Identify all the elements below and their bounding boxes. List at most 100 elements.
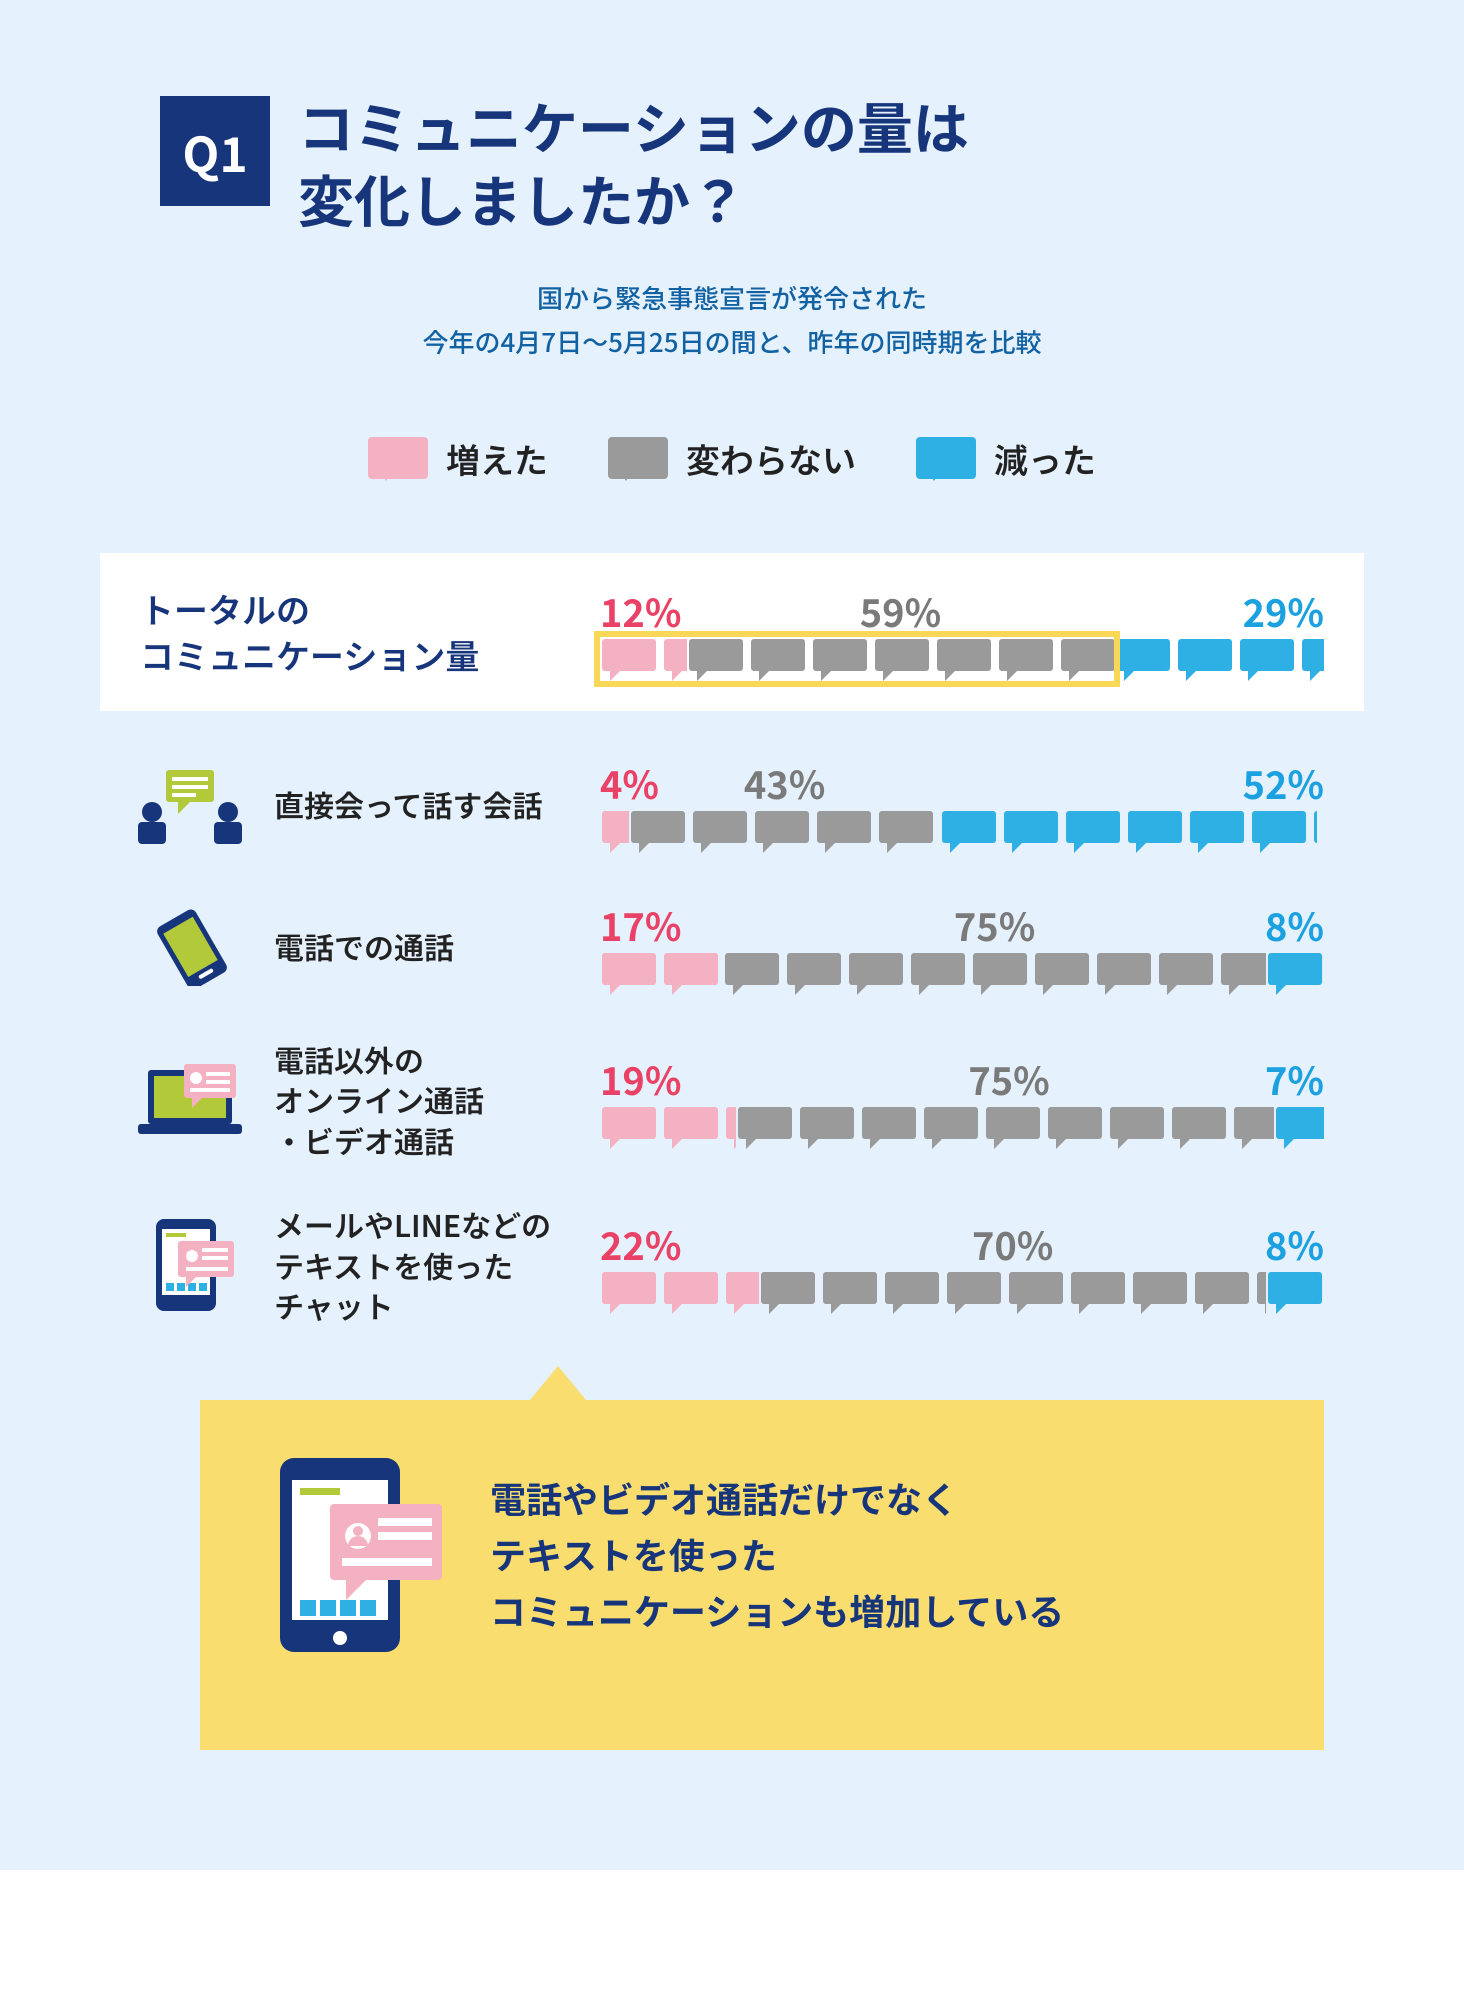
- chart-row-video: 電話以外のオンライン通話・ビデオ通話19%75%7%: [100, 1039, 1364, 1161]
- stacked-bar: [600, 637, 1324, 681]
- pct-decreased: 8%: [1265, 1216, 1324, 1271]
- callout-line: テキストを使った: [490, 1527, 1064, 1583]
- stacked-bar: [600, 1105, 1324, 1149]
- segment-decreased: [1274, 1105, 1324, 1149]
- pct-increased: 22%: [600, 1216, 681, 1262]
- speech-bubble-icon: [916, 437, 976, 479]
- segment-increased: [600, 1105, 736, 1149]
- pct-decreased: 8%: [1265, 897, 1324, 952]
- row-label-line: 直接会って話す会話: [274, 784, 543, 825]
- row-label-line: オンライン通話: [274, 1079, 484, 1120]
- segment-decreased: [1266, 951, 1324, 995]
- speech-bubble-icon: [368, 437, 428, 479]
- bar-wrap: [600, 1105, 1324, 1149]
- row-label-line: 電話での通話: [274, 926, 454, 967]
- percent-labels: 17%75%8%: [600, 897, 1324, 943]
- callout-pointer-icon: [530, 1366, 586, 1400]
- subtitle: 国から緊急事態宣言が発令された 今年の4月7日〜5月25日の間と、昨年の同時期を…: [100, 276, 1364, 364]
- row-left: 電話での通話: [100, 906, 600, 986]
- callout-line: 電話やビデオ通話だけでなく: [490, 1471, 1064, 1527]
- question-badge: Q1: [160, 96, 270, 206]
- pct-same: 75%: [954, 897, 1035, 952]
- row-right: 17% 75% 8%: [600, 897, 1364, 995]
- row-label-line: ・ビデオ通話: [274, 1120, 484, 1161]
- row-label: 直接会って話す会話: [274, 784, 543, 825]
- pct-increased: 4%: [600, 755, 659, 801]
- people-talk-icon: [130, 764, 250, 844]
- percent-labels: 22%70%8%: [600, 1216, 1324, 1262]
- row-left: 直接会って話す会話: [100, 764, 600, 844]
- segment-increased: [600, 1270, 759, 1314]
- legend-item-same: 変わらない: [608, 434, 856, 483]
- segment-same: [723, 951, 1266, 995]
- callout-body: 電話やビデオ通話だけでなく テキストを使った コミュニケーションも増加している: [200, 1400, 1324, 1750]
- laptop-video-icon: [130, 1060, 250, 1140]
- segment-same: [687, 637, 1114, 681]
- callout: 電話やビデオ通話だけでなく テキストを使った コミュニケーションも増加している: [200, 1366, 1324, 1750]
- phone-icon: [130, 906, 250, 986]
- pct-increased: 12%: [600, 583, 681, 629]
- pct-same: 75%: [968, 1051, 1049, 1106]
- pct-decreased: 52%: [1243, 755, 1324, 810]
- pct-increased: 17%: [600, 897, 681, 943]
- pct-decreased: 7%: [1265, 1051, 1324, 1106]
- segment-same: [759, 1270, 1266, 1314]
- chart-row-phone: 電話での通話 17% 75% 8%: [100, 897, 1364, 995]
- legend-item-increased: 増えた: [368, 434, 548, 483]
- row-label-line: テキストを使った: [274, 1245, 551, 1286]
- title-line: コミュニケーションの量は: [298, 90, 969, 163]
- header: Q1 コミュニケーションの量は 変化しましたか？: [160, 90, 1304, 236]
- segment-increased: [600, 809, 629, 853]
- legend-item-decreased: 減った: [916, 434, 1096, 483]
- chart-row-text: メールやLINEなどのテキストを使ったチャット 22%70%8%: [100, 1204, 1364, 1326]
- segment-increased: [600, 637, 687, 681]
- row-label-line: コミュニケーション量: [140, 632, 479, 678]
- pct-same: 59%: [860, 583, 941, 638]
- row-label: メールやLINEなどのテキストを使ったチャット: [274, 1204, 551, 1326]
- row-label-line: 電話以外の: [274, 1039, 484, 1080]
- smartphone-chat-icon: [260, 1450, 450, 1660]
- stacked-bar: [600, 951, 1324, 995]
- legend-label: 減った: [994, 434, 1096, 483]
- row-right: 4% 43% 52%: [600, 755, 1364, 853]
- bar-wrap: [600, 809, 1324, 853]
- page-title: コミュニケーションの量は 変化しましたか？: [298, 90, 969, 236]
- bar-wrap: [600, 637, 1324, 681]
- stacked-bar: [600, 809, 1324, 853]
- row-left: トータルのコミュニケーション量: [100, 586, 600, 678]
- segment-decreased: [1114, 637, 1324, 681]
- legend-label: 変わらない: [686, 434, 856, 483]
- stacked-bar: [600, 1270, 1324, 1314]
- callout-line: コミュニケーションも増加している: [490, 1583, 1064, 1639]
- infographic-page: Q1 コミュニケーションの量は 変化しましたか？ 国から緊急事態宣言が発令された…: [0, 0, 1464, 1870]
- row-left: 電話以外のオンライン通話・ビデオ通話: [100, 1039, 600, 1161]
- chart-rows: トータルのコミュニケーション量 12% 59% 29% 直接会って話す会話 4% 43% 5…: [100, 553, 1364, 1326]
- percent-labels: 4%43%52%: [600, 755, 1324, 801]
- subtitle-line: 今年の4月7日〜5月25日の間と、昨年の同時期を比較: [100, 320, 1364, 364]
- chart-row-total: トータルのコミュニケーション量 12% 59% 29%: [100, 553, 1364, 711]
- row-right: 22%70%8%: [600, 1216, 1364, 1314]
- segment-decreased: [940, 809, 1316, 853]
- phone-chat-icon: [130, 1215, 250, 1315]
- speech-bubble-icon: [608, 437, 668, 479]
- percent-labels: 12%59%29%: [600, 583, 1324, 629]
- row-label-line: メールやLINEなどの: [274, 1204, 551, 1245]
- legend: 増えた 変わらない 減った: [100, 434, 1364, 483]
- bar-wrap: [600, 1270, 1324, 1314]
- segment-same: [736, 1105, 1274, 1149]
- bar-wrap: [600, 951, 1324, 995]
- segment-same: [629, 809, 940, 853]
- row-left: メールやLINEなどのテキストを使ったチャット: [100, 1204, 600, 1326]
- segment-increased: [600, 951, 723, 995]
- row-label: トータルのコミュニケーション量: [140, 586, 479, 678]
- callout-text: 電話やビデオ通話だけでなく テキストを使った コミュニケーションも増加している: [490, 1471, 1064, 1638]
- legend-label: 増えた: [446, 434, 548, 483]
- pct-decreased: 29%: [1243, 583, 1324, 638]
- pct-same: 43%: [744, 755, 825, 810]
- title-line: 変化しましたか？: [298, 163, 969, 236]
- subtitle-line: 国から緊急事態宣言が発令された: [100, 276, 1364, 320]
- percent-labels: 19%75%7%: [600, 1051, 1324, 1097]
- row-right: 12% 59% 29%: [600, 583, 1364, 681]
- row-right: 19% 75% 7%: [600, 1051, 1364, 1149]
- pct-increased: 19%: [600, 1051, 681, 1097]
